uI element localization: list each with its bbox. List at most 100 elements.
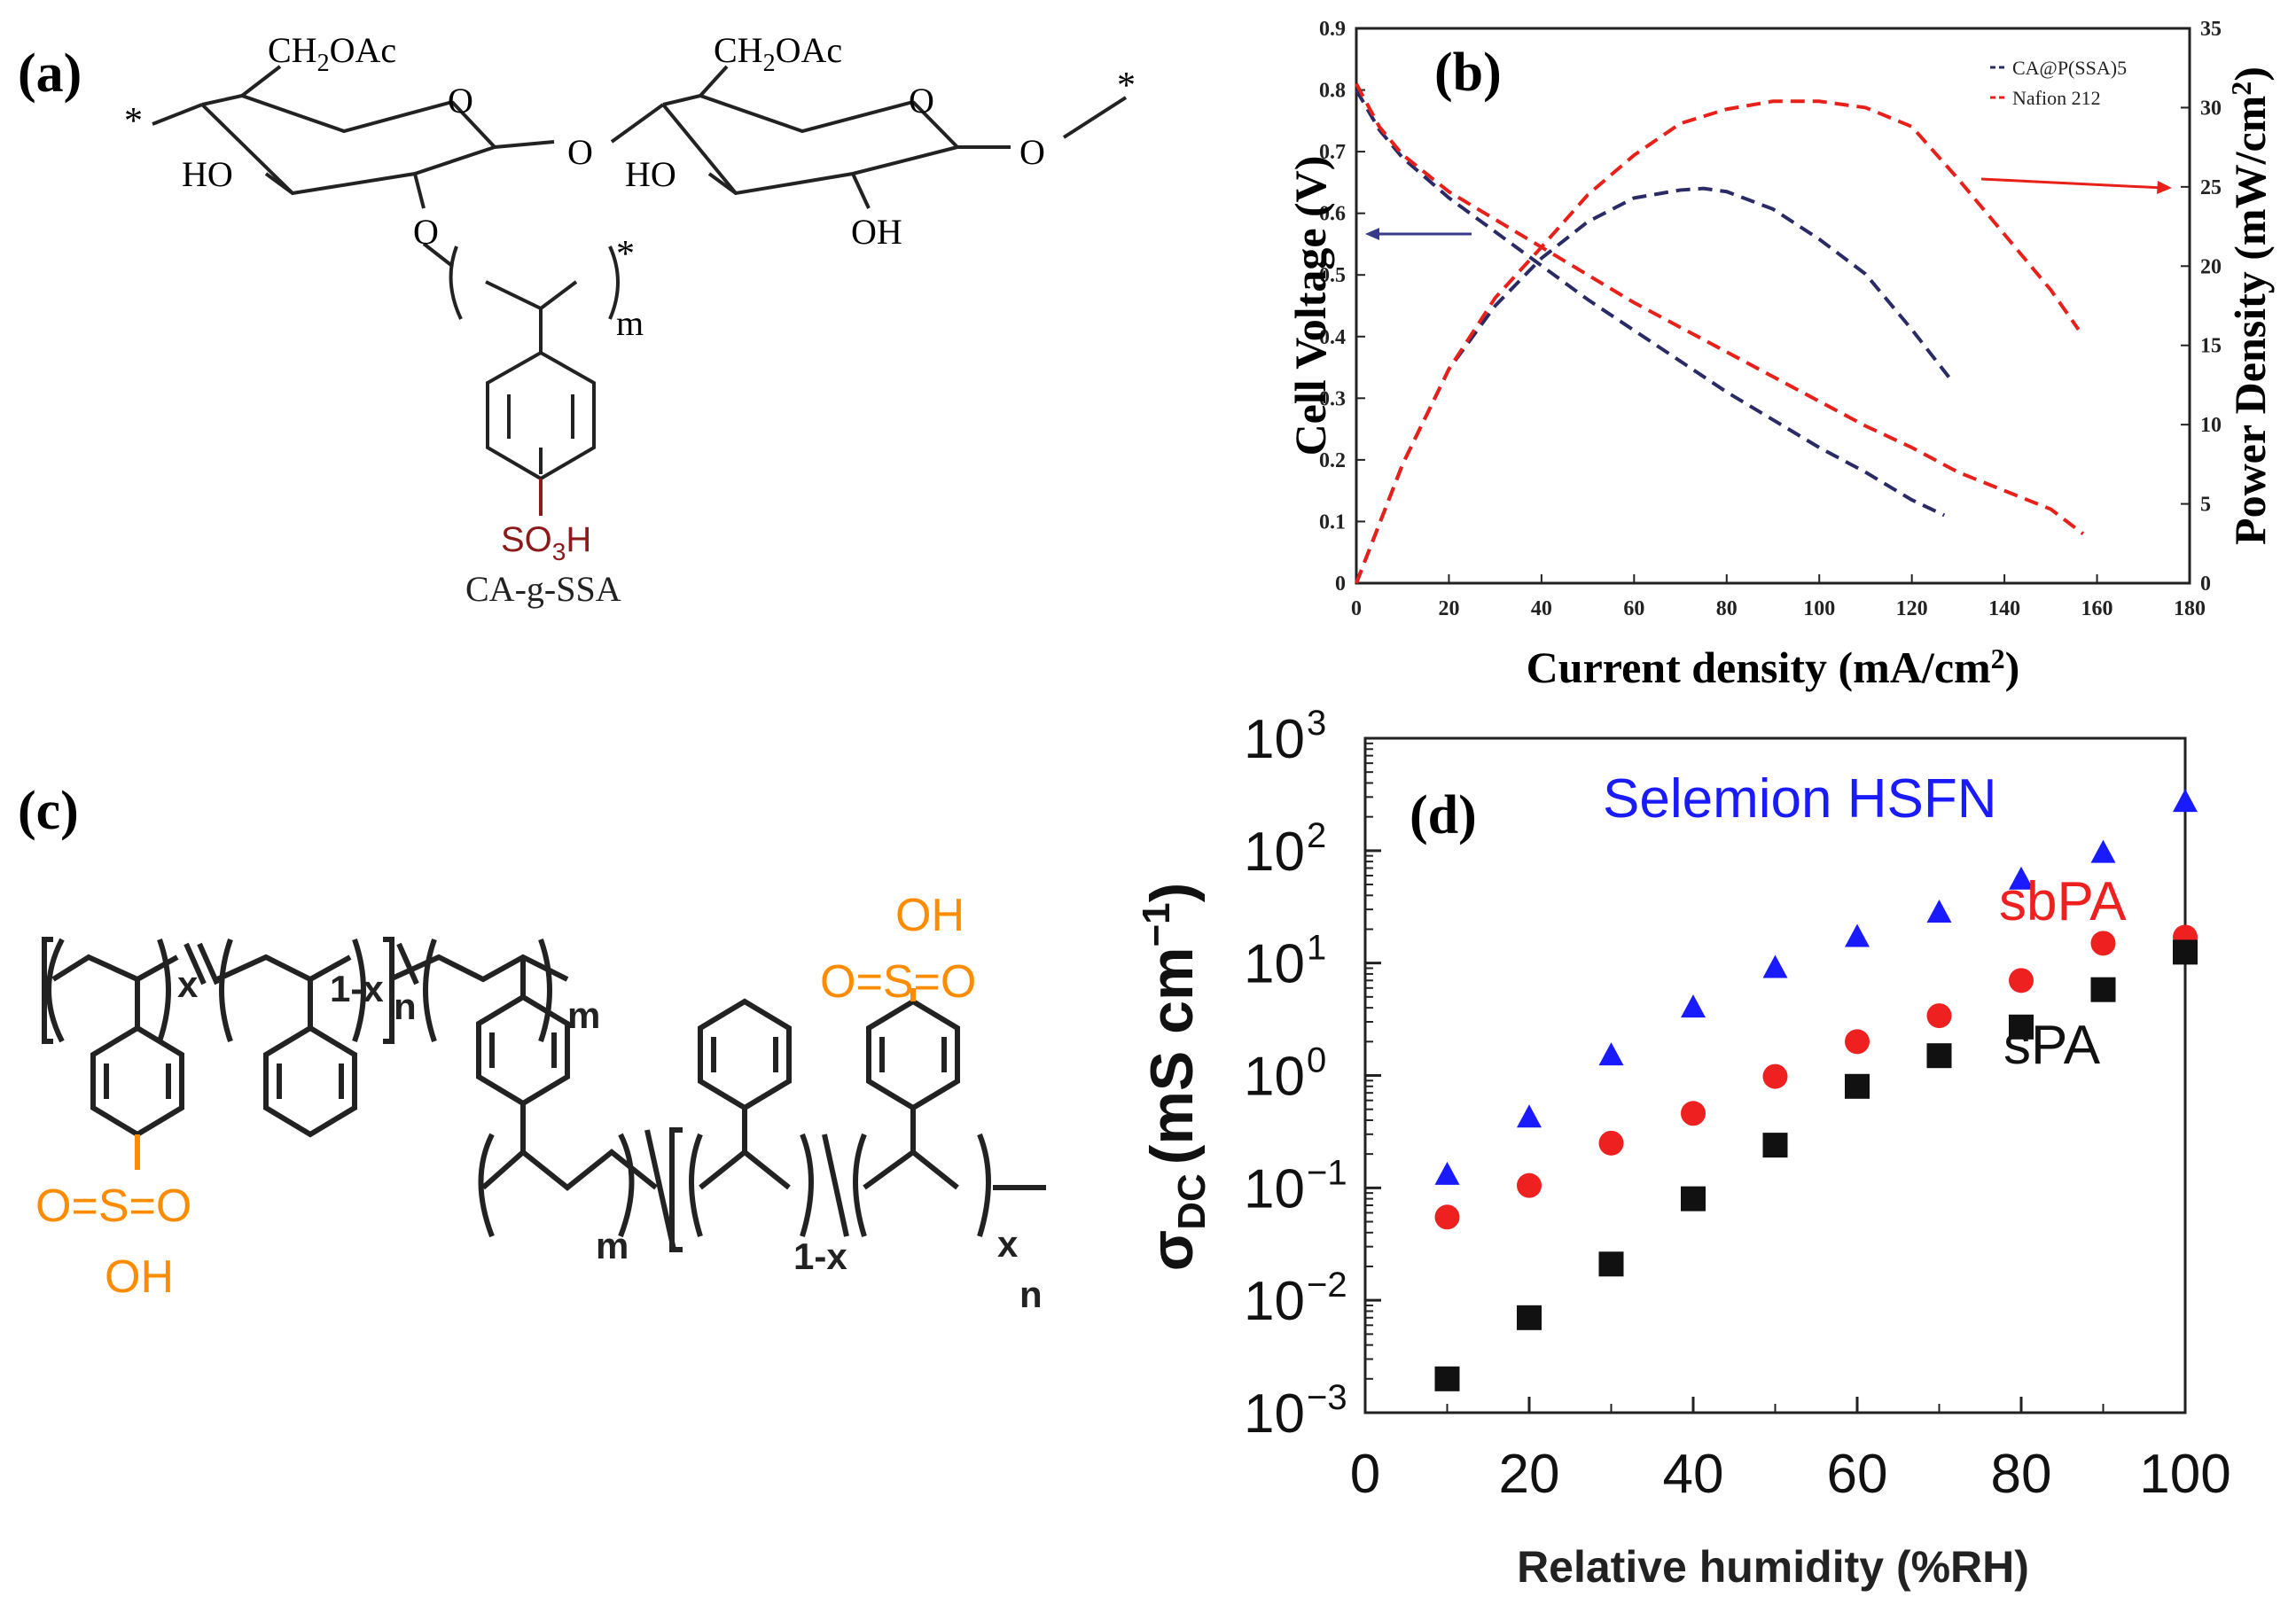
- y-tick-label-right-b: 30: [2200, 97, 2222, 120]
- point-selemion: [1845, 923, 1870, 947]
- point-spa: [2173, 939, 2198, 965]
- y-tick-label-left-b: 0.1: [1319, 510, 1346, 534]
- x-tick-label-b: 100: [1803, 597, 1835, 620]
- ring1-oxygen: O: [448, 81, 473, 121]
- x-tick-label-b: 40: [1531, 597, 1552, 620]
- link-oxygen: O: [567, 132, 593, 172]
- panel-label-b: (b): [1434, 43, 1502, 103]
- series-label-spa: sPA: [2003, 1015, 2101, 1076]
- subscript-1-x-top: 1-x: [330, 968, 384, 1009]
- branch-oxygen: O: [413, 212, 439, 252]
- ch2oac-left: CH2OAc: [268, 30, 396, 77]
- y-tick-label-right-b: 35: [2200, 18, 2222, 41]
- y-tick-exponent: −1: [1307, 1153, 1347, 1192]
- point-selemion: [2009, 866, 2034, 890]
- y-tick-base: 10: [1244, 934, 1305, 995]
- point-spa: [1517, 1305, 1542, 1330]
- y-tick-label-left-b: 0.4: [1319, 326, 1346, 349]
- hydroxyl-left: OH: [105, 1251, 174, 1303]
- y-tick-label-right-b: 10: [2200, 414, 2222, 437]
- sulfonyl-right: O=S=O: [820, 956, 976, 1008]
- point-spa: [2009, 1014, 2034, 1040]
- legend-label-capssa: CA@P(SSA)5: [2012, 57, 2127, 79]
- y-axis-label-unit: (mS cm: [1138, 947, 1206, 1165]
- y-tick-base: 10: [1244, 1158, 1305, 1219]
- panel-label-d: (d): [1410, 785, 1477, 845]
- y-tick-base: 10: [1244, 1271, 1305, 1332]
- sulfonyl-left: O=S=O: [35, 1180, 191, 1232]
- point-selemion: [2090, 839, 2116, 863]
- y-tick-label-d: 10: [1244, 1047, 1305, 1108]
- x-tick-label-b: 120: [1896, 597, 1928, 620]
- annotation-arrows: [1365, 177, 2172, 240]
- arrow-head-left: [1365, 228, 1379, 240]
- x-tick-label-b: 0: [1351, 597, 1362, 620]
- y-tick-label-left-b: 0.2: [1319, 449, 1346, 472]
- y-axis-label-d: σDC (mS cm−1): [1135, 883, 1214, 1272]
- y-tick-exponent: −2: [1307, 1266, 1347, 1305]
- chart-b: (b) 0 20 40 60 80 100 120 140 160 18000.10.20.30.…: [1285, 18, 2275, 692]
- y-tick-label-left-b: 0.5: [1319, 264, 1346, 287]
- subscript-n-bottom: n: [1019, 1274, 1043, 1315]
- x-tick-label-b: 160: [2081, 597, 2113, 620]
- point-selemion: [1517, 1104, 1542, 1128]
- ho-left: HO: [182, 154, 233, 194]
- y-tick-base: 10: [1244, 1047, 1305, 1108]
- y-tick-label-left-b: 0.7: [1319, 141, 1346, 164]
- point-spa: [1434, 1366, 1460, 1391]
- series-group: [1355, 82, 2085, 584]
- y-axis-label-exp: −1: [1135, 902, 1178, 947]
- legend: CA@P(SSA)5 Nafion 212: [1990, 57, 2127, 109]
- tick-group: 0 20 40 60 80 100 120 140 160 18000.10.20.30.40.5…: [1319, 18, 2222, 620]
- point-sbpa: [1517, 1173, 1542, 1198]
- point-sbpa: [2090, 931, 2116, 956]
- x-tick-label-d: 20: [1499, 1444, 1560, 1505]
- y-tick-exponent: −3: [1307, 1378, 1347, 1417]
- subscript-x-top: x: [177, 963, 199, 1005]
- y-tick-label-right-b: 25: [2200, 176, 2222, 199]
- series-group-d: [1434, 789, 2198, 1391]
- point-sbpa: [1845, 1029, 1870, 1055]
- x-tick-label-b: 60: [1623, 597, 1644, 620]
- m-subscript: m: [616, 303, 644, 343]
- point-selemion: [2173, 789, 2198, 813]
- plot-frame: [1355, 27, 2191, 585]
- y-tick-label-left-b: 0.9: [1319, 18, 1346, 41]
- point-spa: [1926, 1043, 1952, 1069]
- series-label-selemion: Selemion HSFN: [1603, 768, 1996, 830]
- y-tick-label-d: 10: [1244, 934, 1305, 995]
- y-axis-label-symbol: σ: [1138, 1230, 1206, 1272]
- point-sbpa: [1434, 1204, 1460, 1230]
- panel-a: (a): [18, 30, 1136, 609]
- y-tick-label-d: 10: [1244, 1271, 1305, 1332]
- series-label-sbpa: sbPA: [1999, 871, 2127, 932]
- y-axis-label-sub: DC: [1170, 1173, 1214, 1230]
- point-sbpa: [2009, 968, 2034, 993]
- x-tick-label-b: 140: [1988, 597, 2020, 620]
- ch2oac-right: CH2OAc: [714, 30, 842, 77]
- x-tick-label-d: 100: [2139, 1444, 2230, 1505]
- subscript-1-x-bottom: 1-x: [793, 1235, 847, 1277]
- y-tick-label-right-b: 5: [2200, 494, 2211, 517]
- x-tick-label-d: 40: [1663, 1444, 1724, 1505]
- end-oxygen: O: [1019, 132, 1045, 172]
- subscript-m-top: m: [567, 994, 600, 1036]
- y-tick-exponent: 2: [1307, 816, 1326, 855]
- point-selemion: [1598, 1042, 1624, 1066]
- subscript-n-top: n: [394, 986, 417, 1027]
- y-tick-label-right-b: 0: [2200, 573, 2211, 596]
- point-spa: [1681, 1186, 1706, 1212]
- point-sbpa: [1926, 1003, 1952, 1029]
- point-selemion: [1681, 994, 1706, 1018]
- subscript-m-bottom: m: [596, 1225, 629, 1266]
- y-tick-label-right-b: 20: [2200, 255, 2222, 278]
- point-selemion: [1762, 954, 1788, 978]
- ca-backbone: [152, 65, 1128, 516]
- x-tick-label-d: 80: [1991, 1444, 2052, 1505]
- x-tick-label-b: 180: [2174, 597, 2206, 620]
- point-spa: [2090, 977, 2116, 1002]
- point-selemion: [1926, 899, 1952, 923]
- series-line-nafion-power: [1355, 99, 2081, 584]
